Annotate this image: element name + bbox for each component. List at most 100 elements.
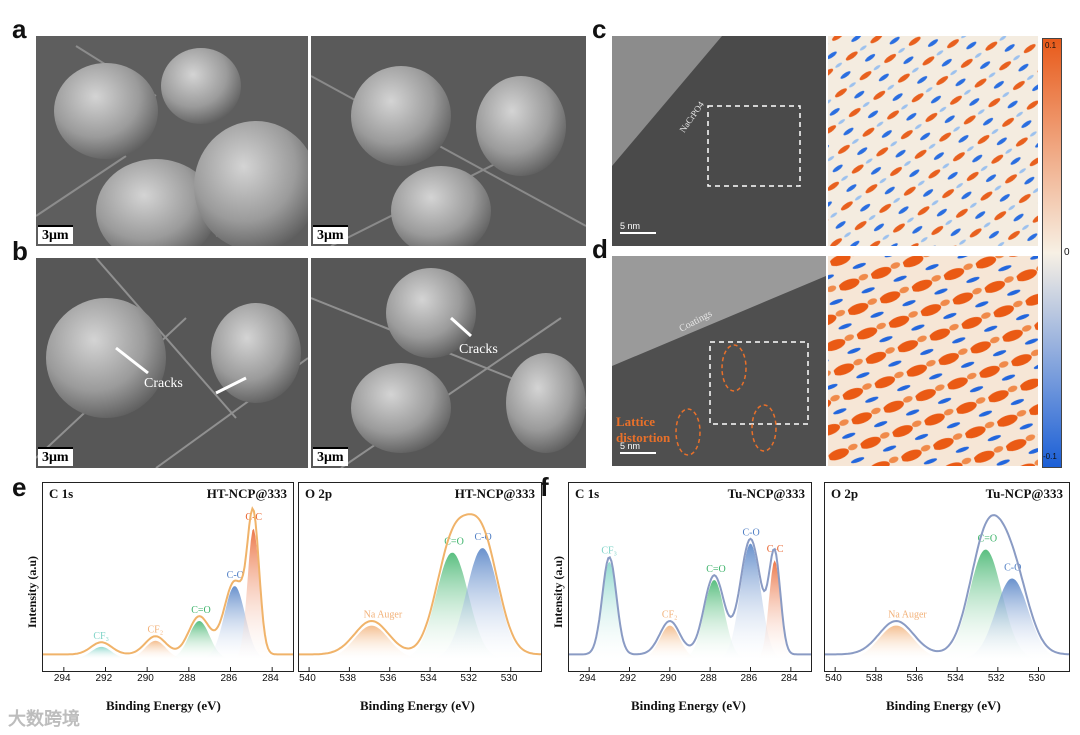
x-tick-label: 286 (220, 673, 238, 684)
x-tick-label: 292 (95, 673, 113, 684)
x-tick-label: 286 (740, 673, 758, 684)
distortion-marker (751, 404, 777, 452)
x-tick-label: 538 (339, 673, 357, 684)
cracks-label: Cracks (459, 342, 498, 357)
envelope-line (299, 513, 542, 656)
distortion-marker (675, 408, 701, 456)
peak-c-o (299, 548, 541, 659)
peak-c-o (43, 586, 293, 659)
lattice-label: Lattice (616, 414, 655, 429)
peak-label: CF₃ (93, 631, 109, 642)
x-tick-label: 540 (825, 673, 842, 684)
x-tick-label: 532 (460, 673, 478, 684)
peak-label: C=O (978, 533, 998, 544)
sem-image-b-left: Cracks 3μm (36, 258, 308, 468)
peak-label: Na Auger (364, 609, 403, 620)
x-axis-label: Binding Energy (eV) (106, 698, 221, 713)
y-axis-label: Intensity (a.u) (551, 555, 565, 628)
region-label: O 2p (305, 486, 333, 501)
x-axis-label: Binding Energy (eV) (360, 698, 475, 713)
envelope-line (569, 537, 811, 656)
region-label: O 2p (831, 486, 859, 501)
sem-image-b-right: Cracks 3μm (311, 258, 586, 468)
peak-c-o (569, 543, 811, 659)
scale-bar: 3μm (38, 447, 73, 466)
xps-plot-f-o2p: Na Auger C=O C-O O 2p Tu-NCP@333 (824, 482, 1070, 672)
x-axis-label: Binding Energy (eV) (631, 698, 746, 713)
sem-texture (311, 36, 586, 246)
scale-bar: 3μm (313, 225, 348, 244)
peak-label: CF₂ (148, 625, 164, 636)
peak-label: C-O (1004, 562, 1021, 573)
selection-box (709, 341, 809, 425)
cracks-label: Cracks (144, 376, 183, 391)
region-label: C 1s (49, 486, 74, 501)
sem-texture (36, 258, 308, 468)
x-tick-label: 294 (53, 673, 71, 684)
xps-plot-e-c1s: CF₃ CF₂ C=O C-O C-C C 1s HT-NCP@333 (42, 482, 294, 672)
peak-cf- (43, 640, 293, 659)
strain-map-d (828, 256, 1038, 466)
sample-label: HT-NCP@333 (206, 486, 287, 501)
region-label: C 1s (575, 486, 600, 501)
colorbar (1042, 38, 1062, 468)
peak-na-auger (825, 625, 1069, 659)
arrow-icon (215, 376, 247, 395)
sem-texture (36, 36, 308, 246)
x-tick-label: 292 (619, 673, 637, 684)
tem-image-c: NaCrPO4 5 nm (612, 36, 826, 246)
arrow-icon (115, 346, 149, 375)
panel-letter-c: c (592, 14, 607, 44)
chart-canvas: Na Auger C=O C-O (825, 514, 1070, 671)
sem-image-a-left: 3μm (36, 36, 308, 246)
sample-label: Tu-NCP@333 (985, 486, 1063, 501)
scale-bar: 3μm (313, 447, 348, 466)
x-tick-label: 290 (659, 673, 677, 684)
colorbar-min-label: -0.1 (1043, 452, 1057, 461)
peak-c-c (569, 560, 811, 659)
x-tick-label: 534 (420, 673, 437, 684)
envelope-line (43, 506, 293, 656)
peak-cf- (43, 646, 293, 659)
y-axis-label: Intensity (a.u) (25, 555, 39, 628)
peak-label: C-O (475, 532, 492, 543)
colorbar-gradient (1043, 39, 1061, 467)
x-tick-label: 534 (947, 673, 964, 684)
panel-letter-f: f (540, 472, 549, 502)
x-tick-label: 284 (262, 673, 279, 684)
peak-label: C-O (227, 570, 244, 581)
peak-label: C=O (191, 605, 211, 616)
x-tick-label: 538 (865, 673, 883, 684)
xps-plot-f-c1s: CF₃ CF₂ C=O C-O C-C C 1s Tu-NCP@333 (568, 482, 812, 672)
sample-label: Tu-NCP@333 (727, 486, 805, 501)
x-tick-label: 284 (780, 673, 798, 684)
colorbar-mid-label: 0 (1064, 247, 1070, 258)
x-tick-label: 530 (1028, 673, 1046, 684)
x-tick-label: 290 (137, 673, 154, 684)
strain-texture (828, 36, 1038, 246)
x-tick-label: 532 (987, 673, 1005, 684)
chart-canvas: Na Auger C=O C-O (299, 513, 542, 671)
panel-letter-e: e (12, 472, 27, 502)
peak-c-o (825, 578, 1069, 659)
x-tick-label: 288 (700, 673, 717, 684)
sample-label: HT-NCP@333 (454, 486, 535, 501)
x-tick-label: 294 (579, 673, 596, 684)
x-tick-label: 530 (500, 673, 518, 684)
scale-bar: 5 nm (620, 441, 656, 454)
scale-bar: 5 nm (620, 221, 656, 234)
strain-map-c (828, 36, 1038, 246)
colorbar-max-label: 0.1 (1045, 41, 1057, 50)
sem-image-a-right: 3μm (311, 36, 586, 246)
panel-letter-b: b (12, 236, 28, 266)
tem-image-d: Coatings Lattice distortion 5 nm (612, 256, 826, 466)
x-tick-label: 536 (906, 673, 924, 684)
watermark: 大数跨境 (8, 709, 80, 730)
x-tick-label: 540 (299, 673, 316, 684)
envelope-line (825, 514, 1070, 656)
arrow-icon (449, 316, 473, 338)
xps-plot-e-o2p: Na Auger C=O C-O O 2p HT-NCP@333 (298, 482, 542, 672)
distortion-marker (721, 344, 747, 392)
